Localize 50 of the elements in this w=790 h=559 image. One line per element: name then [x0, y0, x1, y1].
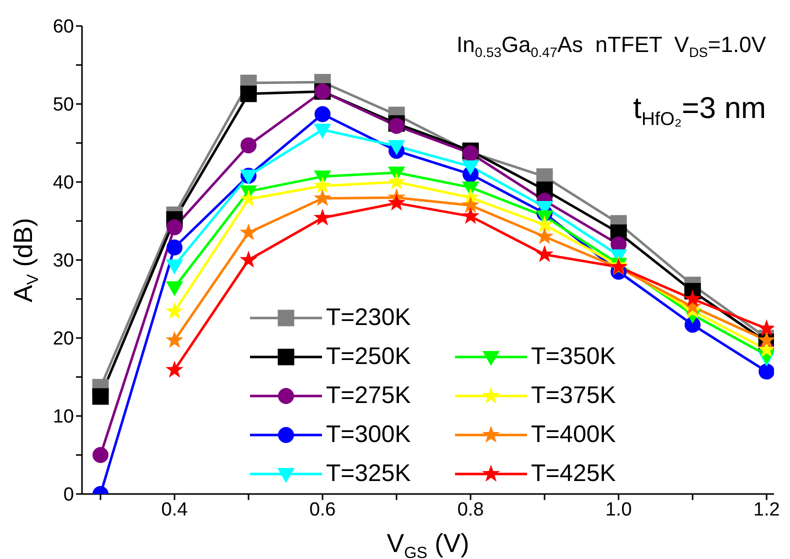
point: [388, 194, 406, 211]
annotation: t$_{HfO₂}$=3 nm: [633, 92, 766, 129]
point: [166, 240, 183, 256]
point: [462, 196, 480, 213]
legend-label: T=250K: [326, 343, 411, 371]
x-tick-label: 1.2: [753, 499, 780, 520]
point: [314, 189, 332, 206]
y-tick-label: 50: [52, 94, 74, 116]
point: [536, 227, 554, 244]
point: [758, 319, 774, 336]
annotation: In$_{0.53}$Ga$_{0.47}$As nTFET V$_{DS}$=1.0V: [456, 32, 766, 60]
legend-label: T=230K: [326, 304, 411, 332]
x-tick-label: 1.0: [605, 499, 632, 520]
y-tick-label: 20: [52, 328, 74, 350]
point: [166, 360, 184, 378]
point: [758, 364, 774, 380]
point: [240, 137, 257, 154]
point: [92, 447, 109, 463]
point: [240, 223, 258, 240]
legend-label: T=325K: [326, 460, 411, 488]
y-tick-label: 40: [52, 172, 74, 194]
y-tick-label: 0: [63, 484, 74, 506]
point: [240, 190, 258, 207]
point: [684, 290, 702, 307]
point: [388, 172, 406, 190]
x-tick-label: 0.4: [161, 499, 188, 520]
point: [166, 219, 183, 236]
point: [536, 245, 554, 262]
point: [536, 216, 554, 232]
point: [314, 106, 331, 122]
point: [314, 208, 332, 226]
y-tick-label: 10: [52, 406, 74, 428]
point: [240, 250, 258, 268]
legend-label: T=375K: [531, 382, 616, 410]
legend-label: T=425K: [531, 460, 616, 488]
point: [240, 86, 257, 102]
point: [166, 330, 184, 348]
y-tick-label: 30: [52, 250, 74, 272]
legend-label: T=300K: [326, 421, 411, 449]
y-tick-label: 60: [52, 16, 74, 38]
legend-label: T=275K: [326, 382, 411, 410]
legend-label: T=350K: [531, 343, 616, 371]
point: [166, 302, 184, 320]
x-tick-label: 0.6: [309, 499, 336, 520]
x-tick-label: 0.8: [457, 499, 484, 520]
legend-label: T=400K: [531, 421, 616, 449]
point: [92, 388, 109, 405]
point: [462, 206, 480, 224]
point: [314, 176, 332, 194]
x-axis-title: V$_{GS}$ (V): [386, 528, 470, 559]
